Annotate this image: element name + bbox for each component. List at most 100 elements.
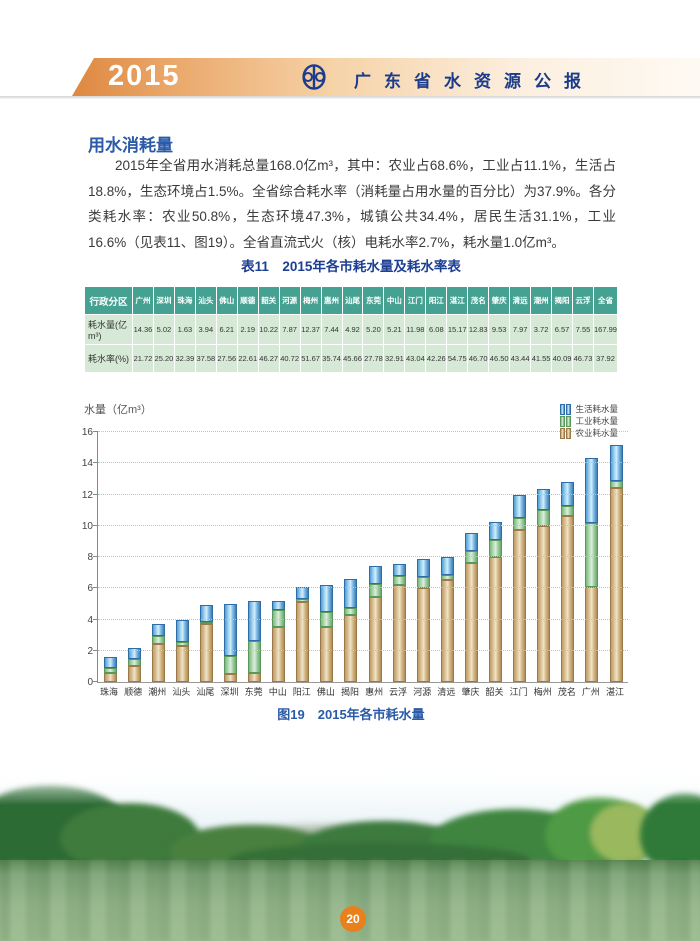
y-axis-tick-label: 14 xyxy=(81,458,93,470)
table-cell: 5.02 xyxy=(152,314,175,345)
table-row: 耗水率(%) 21.72 25.20 32.39 37.58 27.56 22.61 46.2… xyxy=(84,344,618,373)
table-cell: 10.22 xyxy=(257,314,280,345)
table-header-city: 湛江 xyxy=(446,286,469,315)
bar-segment-农业耗水量 xyxy=(368,596,382,682)
gridline xyxy=(98,493,628,495)
bar-segment-工业耗水量 xyxy=(464,551,478,564)
table-header-row: 行政分区 广州 深圳 珠海 汕头 佛山 顺德 韶关 河源 梅州 惠州 汕尾 东莞 中山 江门 阳江 湛江 茂名 肇庆… xyxy=(84,286,618,315)
table-cell: 46.73 xyxy=(572,344,594,373)
bar-segment-生活耗水量 xyxy=(489,522,503,540)
bar-segment-生活耗水量 xyxy=(248,600,262,642)
axis-tick xyxy=(93,649,98,651)
chart-legend: 生活耗水量 工业耗水量 农业耗水量 xyxy=(560,403,618,439)
stacked-bar-河源 xyxy=(411,432,435,682)
chart-plot-area: 0 2 4 6 8 10 12 14 16 xyxy=(82,427,628,688)
bar-segment-农业耗水量 xyxy=(416,588,430,682)
consumption-table: 行政分区 广州 深圳 珠海 汕头 佛山 顺德 韶关 河源 梅州 惠州 汕尾 东莞 中山 江门 阳江 湛江 茂名 肇庆… xyxy=(84,286,618,373)
stacked-bar-珠海 xyxy=(98,432,122,682)
table-cell: 6.57 xyxy=(551,314,574,345)
stacked-bar-阳江 xyxy=(291,432,315,682)
table-header-city: 汕头 xyxy=(194,286,217,315)
banner-shadow xyxy=(0,96,700,99)
table-cell: 54.75 xyxy=(446,344,469,373)
table-cell: 27.56 xyxy=(215,344,238,373)
table-row-label: 耗水率(%) xyxy=(84,344,133,373)
x-axis-label: 汕尾 xyxy=(196,687,215,697)
x-axis-label: 清远 xyxy=(437,687,456,697)
stacked-bar-中山 xyxy=(267,432,291,682)
table-cell: 7.44 xyxy=(320,314,343,345)
x-axis-label: 深圳 xyxy=(220,687,239,697)
bar-segment-工业耗水量 xyxy=(537,510,551,526)
table-cell: 4.92 xyxy=(341,314,364,345)
bar-segment-生活耗水量 xyxy=(537,488,551,511)
table-cell: 11.98 xyxy=(404,314,427,345)
table-header-city: 潮州 xyxy=(530,286,553,315)
bar-segment-工业耗水量 xyxy=(368,584,382,597)
x-axis-label: 云浮 xyxy=(389,687,408,697)
bar-segment-农业耗水量 xyxy=(440,580,454,682)
table-cell: 42.26 xyxy=(425,344,448,373)
table-header-region: 行政分区 xyxy=(84,286,133,315)
bar-segment-农业耗水量 xyxy=(127,666,141,682)
legend-label: 农业耗水量 xyxy=(575,428,618,438)
axis-tick xyxy=(93,587,98,589)
bar-segment-工业耗水量 xyxy=(103,667,117,674)
table-cell: 15.17 xyxy=(446,314,469,345)
table-header-city: 汕尾 xyxy=(341,286,364,315)
table-header-city: 云浮 xyxy=(572,286,594,315)
table-cell: 43.04 xyxy=(404,344,427,373)
x-axis-label: 汕头 xyxy=(172,687,191,697)
legend-marker-icon xyxy=(560,403,572,415)
table-cell: 12.83 xyxy=(467,314,490,345)
water-bureau-logo-icon xyxy=(298,61,330,93)
bar-segment-工业耗水量 xyxy=(199,621,213,625)
stacked-bar-顺德 xyxy=(122,432,146,682)
table-cell: 40.09 xyxy=(551,344,574,373)
legend-label: 工业耗水量 xyxy=(575,416,618,426)
table-header-city: 深圳 xyxy=(152,286,175,315)
bar-segment-生活耗水量 xyxy=(320,585,334,613)
bar-segment-工业耗水量 xyxy=(175,641,189,647)
bar-segment-工业耗水量 xyxy=(392,575,406,586)
x-axis-label: 阳江 xyxy=(292,687,311,697)
table-cell: 22.61 xyxy=(236,344,259,373)
stacked-bar-汕尾 xyxy=(194,432,218,682)
bar-segment-生活耗水量 xyxy=(440,557,454,575)
x-axis-label: 惠州 xyxy=(365,687,384,697)
x-axis-label: 广州 xyxy=(581,687,600,697)
bar-segment-农业耗水量 xyxy=(464,563,478,682)
landscape-photo xyxy=(0,763,700,941)
table-cell: 46.27 xyxy=(257,344,280,373)
bar-segment-工业耗水量 xyxy=(440,574,454,581)
bar-segment-农业耗水量 xyxy=(199,624,213,682)
bar-segment-农业耗水量 xyxy=(585,586,599,682)
table-cell: 35.74 xyxy=(320,344,343,373)
header-banner: 2015 广东省水资源公报 xyxy=(72,58,700,96)
table-header-city: 江门 xyxy=(404,286,427,315)
gridline xyxy=(98,556,628,557)
x-axis-label: 梅州 xyxy=(533,687,552,697)
table-cell: 37.58 xyxy=(194,344,217,373)
table-header-city: 佛山 xyxy=(215,286,238,315)
bar-segment-农业耗水量 xyxy=(513,530,527,682)
chart-bars xyxy=(98,432,628,682)
y-axis-tick-label: 8 xyxy=(87,552,93,563)
table-cell: 21.72 xyxy=(132,344,154,373)
bar-segment-农业耗水量 xyxy=(344,614,358,682)
table-cell: 3.94 xyxy=(194,314,217,345)
x-axis-label: 茂名 xyxy=(557,687,576,697)
bar-segment-农业耗水量 xyxy=(320,627,334,682)
x-axis-label: 江门 xyxy=(509,687,528,697)
x-axis-label: 中山 xyxy=(268,687,287,697)
table-cell: 3.72 xyxy=(530,314,553,345)
report-title: 广东省水资源公报 xyxy=(354,72,594,91)
stacked-bar-清远 xyxy=(435,432,459,682)
table-cell: 7.97 xyxy=(509,314,532,345)
bar-segment-农业耗水量 xyxy=(392,585,406,682)
table-header-city: 阳江 xyxy=(425,286,448,315)
bar-segment-工业耗水量 xyxy=(127,658,141,667)
table-cell: 7.87 xyxy=(278,314,301,345)
table-cell: 167.99 xyxy=(593,314,618,345)
table-cell: 41.55 xyxy=(530,344,553,373)
